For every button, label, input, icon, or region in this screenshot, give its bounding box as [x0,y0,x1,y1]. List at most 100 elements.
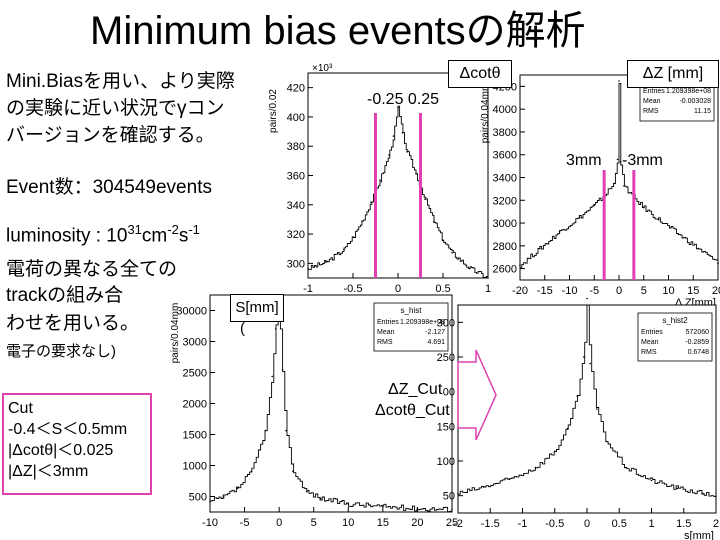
dcot-ytick-label: 400 [287,112,305,124]
s_hist2-series-line [458,304,717,498]
s_hist-point [209,501,211,503]
dcot-xtick-label: -0.5 [344,283,363,295]
dz-xtick-label: 20 [712,285,720,297]
s_hist-ylabel: pairs/0.04mm [170,303,181,364]
dz-ytick-label: 3600 [493,150,517,162]
dz-series-line [520,82,719,269]
s_hist-xtick-label: 15 [377,517,389,529]
s_hist2-ytick-label: 250 [437,352,455,364]
s_hist-stats-title: s_hist [401,306,423,315]
cut-dcot: |Δcotθ|＜0.025 [8,442,114,459]
lumi-mid: cm [141,225,168,247]
dcot-series-line [308,105,489,278]
dz-point [519,264,521,267]
s_hist-stats-value: 1.209398e+08 [400,319,445,326]
dz-point [616,158,619,161]
dz-stats-label: RMS [643,108,659,115]
dz-stats-value: 11.15 [694,108,711,115]
s_hist-ytick-label: 3000 [183,337,207,349]
dz-range-right: -3mm [622,152,663,169]
dz-stats-value: 1.209398e+08 [666,88,711,95]
s_hist2-xtick-label: -2 [453,518,463,530]
dz-xtick-label: 15 [687,285,699,297]
dz-xtick-label: -15 [537,285,553,297]
dz-point [618,80,620,82]
cut-title: Cut [8,400,33,417]
s_hist-series-line [210,311,453,513]
dz-ytick-label: 3200 [493,195,517,207]
s_hist-stats-label: Entries [377,319,399,326]
dz-stats-label: Entries [643,88,665,95]
s_hist-stats-value: 4.691 [427,339,445,346]
s_hist2-stats-box [637,312,713,362]
s-paren: ( [240,320,245,337]
dcot-ytick-label: 320 [287,229,305,241]
cut-dz: |ΔZ|＜3mm [8,463,89,480]
dz-xtick-label: -20 [512,285,528,297]
tracks-line-3: わせを用いる。 [6,313,140,334]
dcot-ytick-label: 380 [287,141,305,153]
dz-ytick-label: 2800 [493,241,517,253]
dz-range-left: 3mm [566,152,602,169]
s_hist-ytick-label: 2000 [183,399,207,411]
luminosity: luminosity : 1031cm-2s-1 [6,218,200,248]
s_hist-point [271,375,274,378]
s_hist-xtick-label: 5 [311,517,317,529]
s_hist2-point [650,479,653,482]
s_hist2-xtick-label: -1.5 [481,518,500,530]
s_hist2-stats-label: RMS [641,349,657,356]
dcot-ytick-label: 420 [287,83,305,95]
s_hist-stats-value: -2.127 [425,329,445,336]
s_hist2-ytick-label: 150 [437,421,455,433]
s_hist-ytick-label: 1500 [183,430,207,442]
s_hist2-xtick-label: -0.5 [545,518,564,530]
dcot-xtick-label: 0.5 [435,283,450,295]
s_hist-point [306,490,308,493]
s_hist-ytick-label: 30000 [176,306,207,318]
s_hist2-point [589,362,591,365]
dz-xtick-label: 0 [616,285,622,297]
dz-stats-box [639,82,715,122]
s_hist2-point [586,297,588,300]
intro-line-1: Mini.Biasを用い、より実際 [6,71,235,92]
dz-xtick-label: -5 [589,285,599,297]
s_hist2-xlabel: s[mm] [684,530,714,540]
tracks-line-4: 電子の要求なし) [6,343,116,360]
s_hist2-ytick-label: 300 [437,317,455,329]
tracks-line-2: trackの組み合 [6,285,124,306]
dcot-point [307,267,309,270]
intro-line-2: の実験に近い状況でγコン [6,98,225,119]
dz-label: ΔZ [mm] [627,60,719,88]
s_hist2-xtick-label: 1.5 [676,518,691,530]
s_hist2-point [595,408,598,410]
s_hist-xtick-label: -5 [240,517,250,529]
s_hist2-xtick-label: 0.5 [612,518,627,530]
lumi-exp3: -1 [188,222,200,237]
s_hist-xtick-label: 0 [276,517,282,529]
s_hist-point [236,487,239,490]
lumi-exp1: 31 [127,222,142,237]
dz-ytick-label: 3800 [493,127,517,139]
s_hist2-stats-value: 572060 [686,329,709,336]
dcot-ytick-label: 300 [287,258,305,270]
dcot-ytick-label: 360 [287,171,305,183]
dcot-label: Δcotθ [448,60,512,88]
page-title: Minimum bias eventsの解析 [90,9,586,53]
tracks-line-1: 電荷の異なる全ての [6,259,178,280]
s_hist2-xtick-label: 2 [713,518,719,530]
lumi-s: s [178,225,189,247]
s_hist-point [285,429,287,432]
lumi-exp2: -2 [167,222,179,237]
dcot-range: -0.25 0.25 [367,91,440,108]
cut-arrow [457,349,497,441]
dcot-ylabel: pairs/0.02 [268,89,279,133]
s_hist-xtick-label: 20 [411,517,423,529]
dcot-point [392,135,395,137]
s_hist-xtick-label: 25 [446,517,458,529]
s_hist2-ytick-label: 100 [437,456,455,468]
cut-label-dcot: Δcotθ_Cut [375,402,450,420]
dz-xtick-label: -10 [562,285,578,297]
cut-s: -0.4＜S＜0.5mm [8,421,128,438]
dz-xtick-label: 5 [641,285,647,297]
